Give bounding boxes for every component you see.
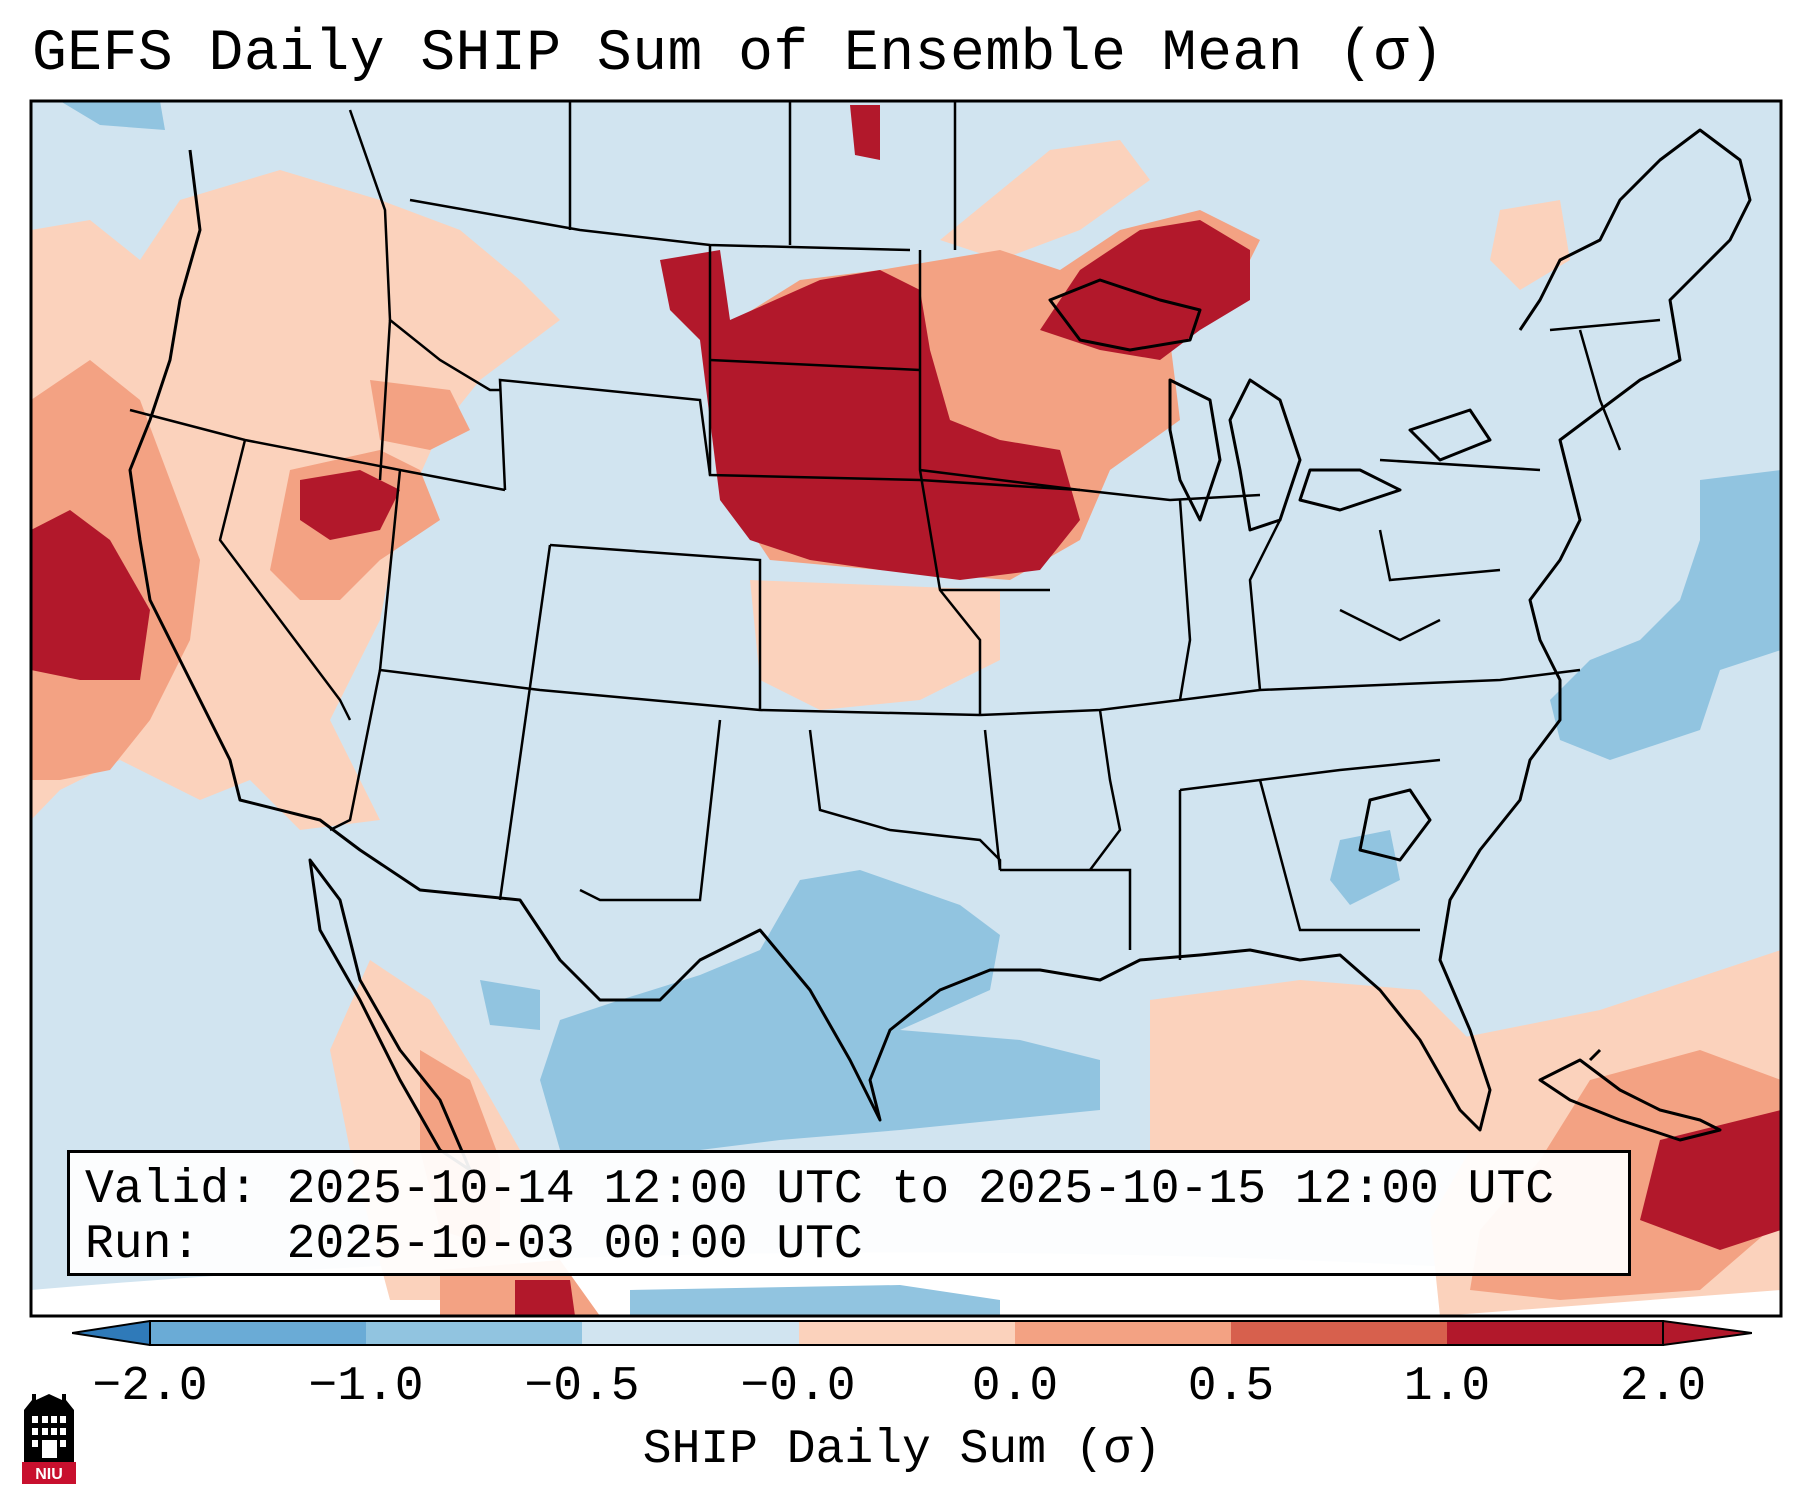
state-borders — [129, 101, 1661, 960]
anomaly-strong-mexico-south — [515, 1280, 575, 1316]
anomaly-negative-southeast — [1330, 830, 1400, 905]
anomaly-positive-plains — [750, 580, 1000, 710]
colorbar-segment-1 — [150, 1321, 366, 1345]
colorbar-segment-5 — [799, 1321, 1015, 1345]
valid-value: 2025-10-14 12:00 UTC to 2025-10-15 12:00… — [286, 1163, 1555, 1217]
anomaly-strong-caribbean — [1640, 1110, 1781, 1250]
colorbar-segment-8 — [1447, 1321, 1663, 1345]
colorbar-segment-3 — [582, 1321, 798, 1345]
chart-title: GEFS Daily SHIP Sum of Ensemble Mean (σ) — [32, 22, 1445, 87]
colorbar-extend-high — [1662, 1320, 1752, 1346]
anomaly-negative-south — [630, 1285, 1000, 1316]
map-frame — [29, 99, 1783, 1318]
valid-label: Valid: — [85, 1163, 258, 1217]
anomaly-negative-baja — [480, 980, 540, 1030]
anomaly-strong-dakotas — [660, 250, 1080, 580]
anomaly-strong-california — [31, 510, 150, 680]
colorbar-tick-label: −2.0 — [92, 1360, 208, 1414]
anomaly-positive-canada — [940, 140, 1150, 260]
colorbar-tick-label: −0.0 — [740, 1360, 856, 1414]
colorbar-extend-low — [72, 1320, 151, 1346]
anomaly-strong-superior — [1040, 220, 1250, 360]
colorbar-tick-label: 0.5 — [1187, 1360, 1275, 1414]
anomaly-negative-atlantic — [1550, 470, 1781, 760]
colorbar — [72, 1320, 1752, 1346]
colorbar-tick-label: −1.0 — [308, 1360, 424, 1414]
anomaly-strong-manitoba — [850, 105, 880, 160]
colorbar-tick-label: 1.0 — [1403, 1360, 1491, 1414]
colorbar-tick-label: 2.0 — [1619, 1360, 1707, 1414]
colorbar-segment-7 — [1231, 1321, 1447, 1345]
colorbar-tick-label: 0.0 — [971, 1360, 1059, 1414]
anomaly-positive-quebec — [1490, 200, 1570, 290]
anomaly-positive-gulf — [1150, 980, 1520, 1150]
anomaly-negative-nw — [60, 101, 165, 130]
us-outline — [128, 128, 1752, 1172]
colorbar-label: SHIP Daily Sum (σ) — [642, 1423, 1162, 1477]
colorbar-segment-4 — [798, 1321, 799, 1345]
niu-logo-text: NIU — [35, 1466, 63, 1483]
valid-time-box: Valid: 2025-10-14 12:00 UTC to 2025-10-1… — [67, 1150, 1631, 1276]
anomaly-medium-idaho — [370, 380, 470, 450]
niu-logo: NIU — [22, 1394, 76, 1484]
colorbar-tick-label: −0.5 — [524, 1360, 640, 1414]
anomaly-strong-nevada — [300, 470, 400, 540]
colorbar-segment-2 — [366, 1321, 582, 1345]
run-label: Run: — [85, 1218, 201, 1272]
run-value: 2025-10-03 00:00 UTC — [286, 1218, 863, 1272]
colorbar-segment-6 — [1015, 1321, 1231, 1345]
